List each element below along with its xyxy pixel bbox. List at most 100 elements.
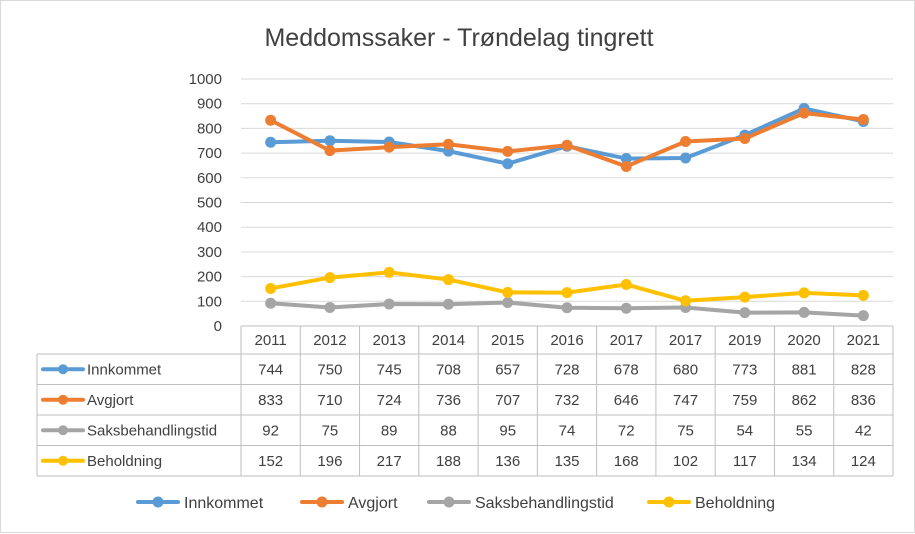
y-tick-label: 200 xyxy=(197,269,222,286)
data-point xyxy=(442,138,454,150)
table-cell-value: 744 xyxy=(258,361,283,378)
y-tick-label: 400 xyxy=(197,219,222,236)
data-point xyxy=(265,136,277,148)
data-point xyxy=(798,107,810,119)
table-cell-value: 836 xyxy=(851,392,876,409)
table-series-name: Avgjort xyxy=(87,392,134,409)
table-cell-value: 217 xyxy=(377,453,402,470)
x-tick-label: 2012 xyxy=(313,332,346,349)
table-legend-key-marker xyxy=(58,394,68,405)
data-point xyxy=(383,141,395,153)
legend: Innkommet Avgjort Saksbehandlingstid Behold… xyxy=(136,495,775,512)
table-cell-value: 74 xyxy=(559,422,576,439)
data-point xyxy=(265,297,277,309)
data-point xyxy=(620,279,632,291)
table-cell-value: 833 xyxy=(258,392,283,409)
data-point xyxy=(383,266,395,278)
table-cell-value: 95 xyxy=(499,422,516,439)
data-point xyxy=(739,291,751,303)
chart-title: Meddomssaker - Trøndelag tingrett xyxy=(264,24,653,52)
data-point xyxy=(502,286,514,298)
y-tick-label: 1000 xyxy=(189,71,222,88)
y-axis-ticks: 0 100 200 300 400 500 600 700 800 900 1000 xyxy=(189,71,222,335)
table-cell-value: 75 xyxy=(677,422,694,439)
table-cell-value: 680 xyxy=(673,361,698,378)
table-cell-value: 72 xyxy=(618,422,635,439)
table-cell-value: 710 xyxy=(317,392,342,409)
table-series-name: Beholdning xyxy=(87,453,162,470)
table-cell-value: 89 xyxy=(381,422,398,439)
legend-label: Beholdning xyxy=(695,495,775,512)
table-cell-value: 750 xyxy=(317,361,342,378)
table-cell-value: 188 xyxy=(436,453,461,470)
y-tick-label: 300 xyxy=(197,244,222,261)
data-point xyxy=(798,287,810,299)
data-point xyxy=(680,135,692,147)
x-tick-label: 2015 xyxy=(491,332,524,349)
table-cell-value: 728 xyxy=(554,361,579,378)
table-cell-value: 54 xyxy=(736,422,753,439)
data-point xyxy=(620,302,632,314)
data-point xyxy=(798,306,810,318)
legend-key-marker xyxy=(663,496,675,508)
data-point xyxy=(324,135,336,147)
data-point xyxy=(442,298,454,310)
data-point xyxy=(561,287,573,299)
data-point xyxy=(383,298,395,310)
legend-key-marker xyxy=(443,496,455,508)
table-cell-value: 773 xyxy=(732,361,757,378)
table-cell-value: 646 xyxy=(614,392,639,409)
y-tick-label: 0 xyxy=(214,318,222,335)
legend-key-marker xyxy=(152,496,164,508)
data-point xyxy=(739,133,751,145)
table-cell-value: 678 xyxy=(614,361,639,378)
data-table: 2011 2012 2013 2014 2015 2016 2017 2017 2019 2020… xyxy=(36,325,894,477)
table-cell-value: 75 xyxy=(322,422,339,439)
table-cell-value: 708 xyxy=(436,361,461,378)
legend-label: Saksbehandlingstid xyxy=(475,495,614,512)
table-series-name: Innkommet xyxy=(87,361,162,378)
table-cell-value: 747 xyxy=(673,392,698,409)
table-cell-value: 168 xyxy=(614,453,639,470)
x-tick-label: 2021 xyxy=(847,332,880,349)
data-point xyxy=(324,145,336,157)
table-cell-value: 135 xyxy=(554,453,579,470)
table-cell-value: 102 xyxy=(673,453,698,470)
x-tick-label: 2019 xyxy=(728,332,761,349)
legend-label: Innkommet xyxy=(184,495,264,512)
legend-key-marker xyxy=(316,496,328,508)
table-cell-value: 881 xyxy=(792,361,817,378)
data-point xyxy=(857,289,869,301)
data-point xyxy=(680,295,692,307)
data-point xyxy=(561,139,573,151)
table-legend-key-marker xyxy=(58,455,68,466)
data-point xyxy=(620,160,632,172)
table-cell-value: 707 xyxy=(495,392,520,409)
data-point xyxy=(502,145,514,157)
table-cell-value: 657 xyxy=(495,361,520,378)
table-cell-value: 117 xyxy=(733,453,757,470)
data-point xyxy=(324,301,336,313)
y-tick-label: 100 xyxy=(197,293,222,310)
legend-label: Avgjort xyxy=(348,495,398,512)
table-cell-value: 736 xyxy=(436,392,461,409)
table-cell-value: 124 xyxy=(851,453,876,470)
data-point xyxy=(502,158,514,170)
x-tick-label: 2016 xyxy=(550,332,583,349)
series-lines xyxy=(265,102,869,322)
table-cell-value: 88 xyxy=(440,422,457,439)
y-tick-label: 800 xyxy=(197,120,222,137)
table-cell-value: 134 xyxy=(792,453,817,470)
table-cell-value: 759 xyxy=(732,392,757,409)
data-point xyxy=(561,302,573,314)
y-tick-label: 700 xyxy=(197,145,222,162)
data-point xyxy=(857,310,869,322)
data-point xyxy=(442,274,454,286)
data-point xyxy=(265,282,277,294)
data-point xyxy=(502,297,514,309)
data-point xyxy=(739,307,751,319)
y-tick-label: 900 xyxy=(197,96,222,113)
table-cell-value: 42 xyxy=(855,422,872,439)
